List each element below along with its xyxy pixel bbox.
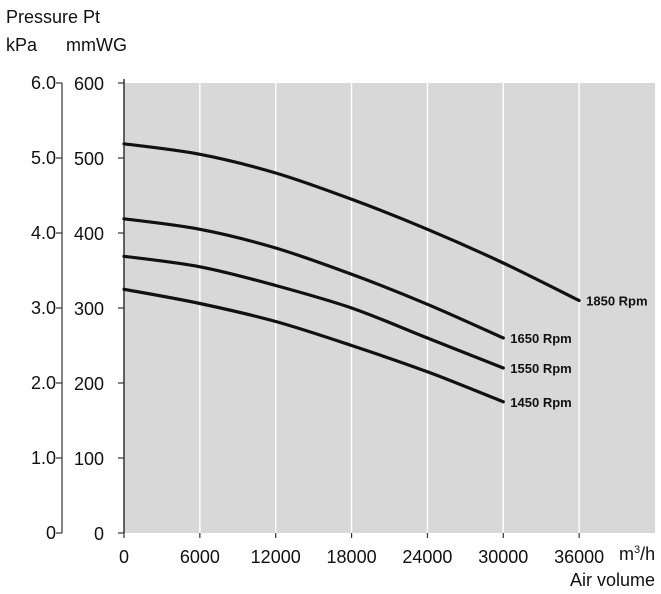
series-label-1850-rpm: 1850 Rpm <box>586 294 647 309</box>
y-tick-label-kpa: 0 <box>46 523 56 543</box>
x-tick-label: 0 <box>119 547 129 567</box>
series-lines: 1850 Rpm 1650 Rpm 1550 Rpm 1450 Rpm <box>122 142 648 410</box>
x-tick-label: 18000 <box>327 547 377 567</box>
y-tick-label-kpa: 3.0 <box>31 298 56 318</box>
series-line-1850-rpm <box>122 142 581 303</box>
series-line-1650-rpm <box>122 217 505 340</box>
y-tick-label-kpa: 1.0 <box>31 448 56 468</box>
plot-background <box>124 83 655 533</box>
series-label-1450-rpm: 1450 Rpm <box>510 395 571 410</box>
y-unit-mmwg: mmWG <box>66 35 127 55</box>
series-line-1550-rpm <box>122 254 505 370</box>
x-tick-label: 30000 <box>478 547 528 567</box>
x-axis-title: Air volume <box>570 570 655 590</box>
x-tick-label: 24000 <box>402 547 452 567</box>
y-tick-label-mmwg: 100 <box>74 449 104 469</box>
y-tick-label-kpa: 2.0 <box>31 373 56 393</box>
x-tick-label: 6000 <box>180 547 220 567</box>
y-axis-title: Pressure Pt <box>6 7 100 27</box>
series-label-1650-rpm: 1650 Rpm <box>510 331 571 346</box>
y-tick-label-kpa: 5.0 <box>31 148 56 168</box>
series-label-1550-rpm: 1550 Rpm <box>510 361 571 376</box>
plot-area <box>124 83 655 533</box>
x-axis-unit: m3/h <box>619 544 655 564</box>
y-tick-label-kpa: 6.0 <box>31 73 56 93</box>
y-tick-label-mmwg: 300 <box>74 299 104 319</box>
y-tick-label-mmwg: 200 <box>74 374 104 394</box>
x-tick-label: 36000 <box>554 547 604 567</box>
x-tick-label: 12000 <box>251 547 301 567</box>
y-tick-label-mmwg: 0 <box>94 524 104 544</box>
y-unit-kpa: kPa <box>6 35 38 55</box>
y-tick-label-mmwg: 400 <box>74 224 104 244</box>
series-line-1450-rpm <box>122 287 505 404</box>
y-tick-label-kpa: 4.0 <box>31 223 56 243</box>
y-tick-label-mmwg: 600 <box>74 74 104 94</box>
y-tick-label-mmwg: 500 <box>74 149 104 169</box>
